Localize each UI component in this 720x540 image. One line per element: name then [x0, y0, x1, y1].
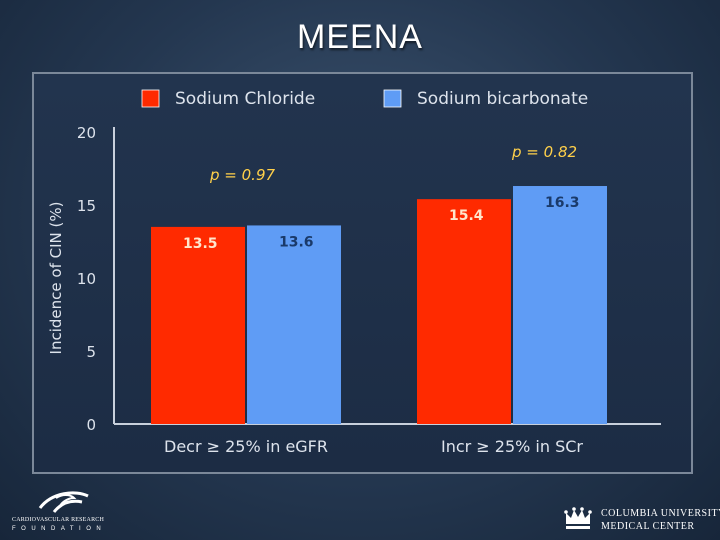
p-value-label-1: p = 0.97 — [209, 166, 275, 184]
annotations: p = 0.97 p = 0.82 — [209, 143, 577, 184]
crf-logo-line1: CARDIOVASCULAR RESEARCH — [12, 517, 105, 523]
crown-icon — [564, 507, 592, 529]
y-tick-label: 0 — [86, 416, 96, 434]
columbia-logo-line1: COLUMBIA UNIVERSITY — [601, 508, 720, 519]
columbia-logo-line2: MEDICAL CENTER — [601, 521, 695, 532]
crf-logo: CARDIOVASCULAR RESEARCH FOUNDATION — [12, 488, 112, 534]
bar-value-label: 16.3 — [545, 195, 580, 211]
legend-swatch-1 — [141, 89, 160, 108]
y-tick-label: 20 — [77, 124, 96, 142]
p-value-label-2: p = 0.82 — [511, 143, 577, 161]
crf-swirl-icon — [38, 491, 89, 513]
y-tick-label: 15 — [77, 197, 96, 215]
bar-value-label: 15.4 — [449, 208, 484, 224]
legend-label-1: Sodium Chloride — [175, 89, 315, 109]
crf-logo-line2: FOUNDATION — [12, 526, 107, 532]
legend-swatch-2 — [383, 89, 402, 108]
bar-value-label: 13.6 — [279, 234, 314, 250]
x-axis-labels: Decr ≥ 25% in eGFR Incr ≥ 25% in SCr — [164, 437, 583, 456]
chart-legend: Sodium Chloride Sodium bicarbonate — [141, 89, 588, 109]
bars-group: 13.5 13.6 15.4 16.3 — [151, 186, 607, 424]
y-tick-label: 5 — [86, 343, 96, 361]
y-tick-label: 10 — [77, 270, 96, 288]
bar-value-label: 13.5 — [183, 236, 218, 252]
bar-sodium-chloride-2 — [417, 199, 511, 424]
legend-label-2: Sodium bicarbonate — [417, 89, 588, 109]
bar-chart: Sodium Chloride Sodium bicarbonate 0 5 10 15… — [47, 89, 661, 456]
bar-sodium-bicarbonate-1 — [247, 225, 341, 424]
x-category-label-1: Decr ≥ 25% in eGFR — [164, 437, 328, 456]
columbia-logo: COLUMBIA UNIVERSITY MEDICAL CENTER — [563, 504, 720, 534]
bar-sodium-bicarbonate-2 — [513, 186, 607, 424]
chart-panel: Sodium Chloride Sodium bicarbonate 0 5 10 15… — [32, 72, 693, 474]
x-category-label-2: Incr ≥ 25% in SCr — [441, 437, 583, 456]
slide-title: MEENA — [297, 18, 423, 56]
y-axis-title: Incidence of CIN (%) — [47, 202, 65, 355]
bar-sodium-chloride-1 — [151, 226, 245, 424]
